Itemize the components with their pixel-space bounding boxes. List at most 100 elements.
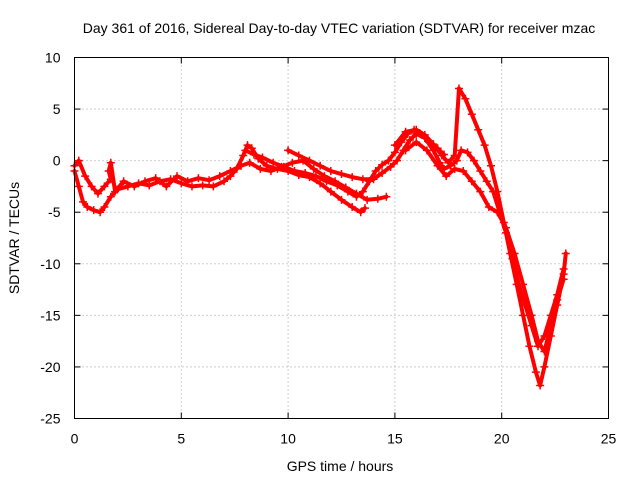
data-point — [93, 189, 102, 198]
data-point — [378, 160, 387, 169]
data-point — [437, 151, 446, 160]
data-point — [104, 166, 113, 175]
data-point — [209, 182, 218, 191]
data-point — [284, 146, 293, 155]
data-point — [187, 182, 196, 191]
data-point — [559, 275, 568, 284]
data-point — [412, 138, 421, 147]
x-tick-labels: 0 5 10 15 20 25 — [71, 431, 617, 447]
data-point — [401, 127, 410, 136]
data-point — [501, 223, 510, 232]
data-point — [237, 161, 246, 170]
data-point — [352, 192, 361, 201]
data-point — [241, 146, 250, 155]
series-track-3 — [241, 125, 449, 201]
data-point — [258, 153, 267, 162]
data-point — [510, 249, 519, 258]
data-point — [294, 151, 303, 160]
data-point — [412, 125, 421, 134]
data-point — [467, 177, 476, 186]
data-point — [393, 156, 402, 165]
data-point — [333, 181, 342, 190]
data-point — [450, 151, 459, 160]
data-point — [106, 158, 115, 167]
data-point — [183, 177, 192, 186]
y-tick-label: -25 — [40, 411, 60, 427]
data-point — [553, 295, 562, 304]
data-point — [249, 150, 258, 159]
data-point — [474, 125, 483, 134]
data-point — [337, 170, 346, 179]
data-point — [130, 182, 139, 191]
data-point — [401, 146, 410, 155]
data-point — [177, 179, 186, 188]
data-point — [316, 161, 325, 170]
data-point — [220, 177, 229, 186]
data-point — [83, 203, 92, 212]
data-point — [384, 156, 393, 165]
series-track-5 — [390, 84, 570, 390]
data-point — [442, 172, 451, 181]
data-point — [119, 177, 128, 186]
data-point — [74, 182, 83, 191]
data-point — [519, 280, 528, 289]
y-tick-label: 5 — [53, 101, 61, 117]
data-point — [245, 158, 254, 167]
data-point — [106, 192, 115, 201]
data-point — [487, 161, 496, 170]
data-point — [358, 187, 367, 196]
data-point — [239, 151, 248, 160]
x-tick-label: 0 — [71, 431, 79, 447]
data-point — [348, 203, 357, 212]
data-point — [373, 194, 382, 203]
data-point — [382, 192, 391, 201]
data-point — [360, 204, 369, 213]
data-point — [454, 84, 463, 93]
data-point — [290, 166, 299, 175]
data-point — [493, 208, 502, 217]
data-point — [247, 144, 256, 153]
data-point — [482, 177, 491, 186]
data-point — [311, 172, 320, 181]
data-point — [89, 206, 98, 215]
data-point — [87, 182, 96, 191]
data-point — [484, 203, 493, 212]
data-point — [81, 172, 90, 181]
chart-title: Day 361 of 2016, Sidereal Day-to-day VTE… — [83, 20, 596, 36]
data-point — [337, 195, 346, 204]
data-point — [198, 181, 207, 190]
data-point — [348, 173, 357, 182]
data-point — [326, 166, 335, 175]
data-point — [461, 94, 470, 103]
data-point — [305, 156, 314, 165]
data-point — [540, 347, 549, 356]
data-point — [480, 141, 489, 150]
data-point — [433, 161, 442, 170]
data-point — [390, 148, 399, 157]
x-tick-label: 20 — [494, 431, 510, 447]
data-point — [422, 146, 431, 155]
data-point — [467, 110, 476, 119]
y-tick-label: -20 — [40, 359, 60, 375]
data-point — [226, 166, 235, 175]
data-point — [356, 208, 365, 217]
data-point — [316, 179, 325, 188]
y-tick-label: -5 — [48, 204, 61, 220]
y-axis-label: SDTVAR / TECUs — [6, 182, 22, 294]
data-point — [457, 146, 466, 155]
data-point — [476, 187, 485, 196]
data-point — [162, 182, 171, 191]
data-point — [534, 337, 543, 346]
data-point — [459, 166, 468, 175]
data-point — [343, 187, 352, 196]
data-point — [322, 177, 331, 186]
data-point — [100, 203, 109, 212]
data-point — [358, 175, 367, 184]
plot-frame — [74, 57, 609, 419]
data-point — [371, 166, 380, 175]
data-point — [79, 197, 88, 206]
data-point — [405, 136, 414, 145]
x-tick-label: 25 — [601, 431, 617, 447]
x-tick-label: 5 — [177, 431, 185, 447]
data-point — [429, 140, 438, 149]
